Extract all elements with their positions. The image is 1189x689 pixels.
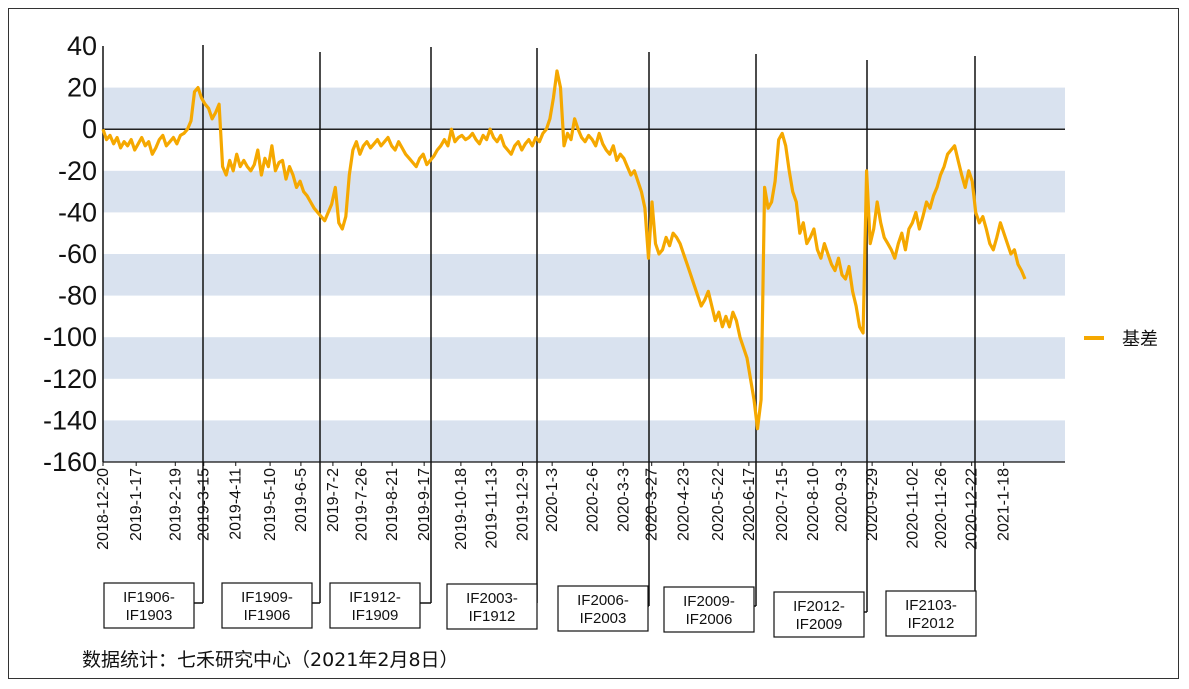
grid-band xyxy=(103,170,1065,213)
grid-band xyxy=(103,87,1065,130)
rollover-box xyxy=(663,586,755,633)
x-tick-label: 2020-5-22 xyxy=(710,468,727,541)
y-axis: 40 20 0 -20 -40 -60 -80 -100 -120 -140 -160 xyxy=(43,31,1065,477)
rollover-label-bottom: IF2009 xyxy=(796,616,843,633)
x-tick-label: 2020-11-02 xyxy=(904,468,921,549)
rollover-label-top: IF1906- xyxy=(123,589,175,606)
x-tick-label: 2020-4-23 xyxy=(676,468,693,541)
x-tick-label: 2019-1-17 xyxy=(128,468,145,541)
legend: 基差 xyxy=(1084,329,1158,349)
y-tick-label: 40 xyxy=(67,31,97,61)
rollover-label-bottom: IF1909 xyxy=(352,607,399,624)
x-tick-label: 2019-8-21 xyxy=(384,468,401,541)
x-tick-label: 2019-7-26 xyxy=(353,468,370,541)
grid-band xyxy=(103,254,1065,296)
x-tick-label: 2019-3-15 xyxy=(196,468,213,541)
rollover-box xyxy=(885,590,977,637)
y-tick-label: -160 xyxy=(43,447,97,477)
grid-bands xyxy=(103,87,1065,462)
x-tick-label: 2020-12-22 xyxy=(964,468,981,550)
rollover-label-bottom: IF1912 xyxy=(469,608,516,625)
x-tick-label: 2021-1-18 xyxy=(996,468,1013,541)
x-tick-label: 2019-7-2 xyxy=(325,468,342,532)
y-tick-label: -140 xyxy=(43,405,97,435)
y-tick-label: -20 xyxy=(58,156,97,186)
x-tick-label: 2020-2-6 xyxy=(584,468,601,532)
x-tick-label: 2020-3-3 xyxy=(615,468,632,532)
legend-label: 基差 xyxy=(1122,329,1158,349)
x-tick-label: 2020-3-27 xyxy=(644,468,661,541)
x-tick-label: 2020-9-29 xyxy=(864,468,881,541)
rollover-label-top: IF2103- xyxy=(905,597,957,614)
x-tick-label: 2019-5-10 xyxy=(262,468,279,541)
x-tick-label: 2020-9-3 xyxy=(833,468,850,532)
y-tick-label: -40 xyxy=(58,197,97,227)
rollover-label-top: IF1909- xyxy=(241,589,293,606)
x-tick-label: 2018-12-20 xyxy=(95,468,112,550)
y-tick-label: -80 xyxy=(58,281,97,311)
rollover-markers: IF1906-IF1903 IF1909-IF1906 IF1912-IF1909 I… xyxy=(103,45,977,638)
rollover-label-top: IF2003- xyxy=(466,590,518,607)
rollover-label-bottom: IF2012 xyxy=(908,615,955,632)
y-tick-label: -100 xyxy=(43,322,97,352)
rollover-label-top: IF2012- xyxy=(793,598,845,615)
x-tick-label: 2019-4-11 xyxy=(228,468,245,540)
x-tick-label: 2019-11-13 xyxy=(484,468,501,549)
x-tick-label: 2019-6-5 xyxy=(293,468,310,532)
rollover-label-top: IF2006- xyxy=(577,592,629,609)
rollover-label-bottom: IF1906 xyxy=(244,607,291,624)
x-tick-label: 2020-6-17 xyxy=(741,468,758,541)
series-layer xyxy=(101,69,1027,431)
rollover-label-top: IF1912- xyxy=(349,589,401,606)
rollover-label-bottom: IF1903 xyxy=(126,607,173,624)
x-tick-label: 2020-7-15 xyxy=(774,468,791,541)
rollover-label-bottom: IF2006 xyxy=(686,611,733,628)
rollover-box xyxy=(557,585,649,632)
x-tick-label: 2020-8-10 xyxy=(805,468,822,541)
x-tick-label: 2020-11-26 xyxy=(933,468,950,549)
rollover-box xyxy=(773,591,865,638)
x-tick-label: 2020-1-3 xyxy=(544,468,561,532)
rollover-box xyxy=(446,583,538,630)
grid-band xyxy=(103,337,1065,379)
rollover-label-bottom: IF2003 xyxy=(580,610,627,627)
basis-series-line xyxy=(101,69,1027,431)
x-tick-label: 2019-12-9 xyxy=(515,468,532,541)
x-tick-label: 2019-10-18 xyxy=(453,468,470,550)
x-axis: 2018-12-20 2019-1-17 2019-2-19 2019-3-15 201… xyxy=(95,461,1065,550)
rollover-box xyxy=(221,582,313,629)
x-tick-label: 2019-9-17 xyxy=(416,468,433,541)
y-tick-label: 0 xyxy=(82,114,97,144)
rollover-box xyxy=(103,582,195,629)
rollover-label-top: IF2009- xyxy=(683,593,735,610)
chart-frame xyxy=(8,8,1179,679)
y-tick-label: -120 xyxy=(43,364,97,394)
rollover-box xyxy=(329,582,421,629)
x-tick-label: 2019-2-19 xyxy=(167,468,184,541)
data-source-note: 数据统计：七禾研究中心（2021年2月8日） xyxy=(82,649,459,671)
y-tick-label: 20 xyxy=(67,73,97,103)
y-tick-label: -60 xyxy=(58,239,97,269)
grid-band xyxy=(103,420,1065,462)
